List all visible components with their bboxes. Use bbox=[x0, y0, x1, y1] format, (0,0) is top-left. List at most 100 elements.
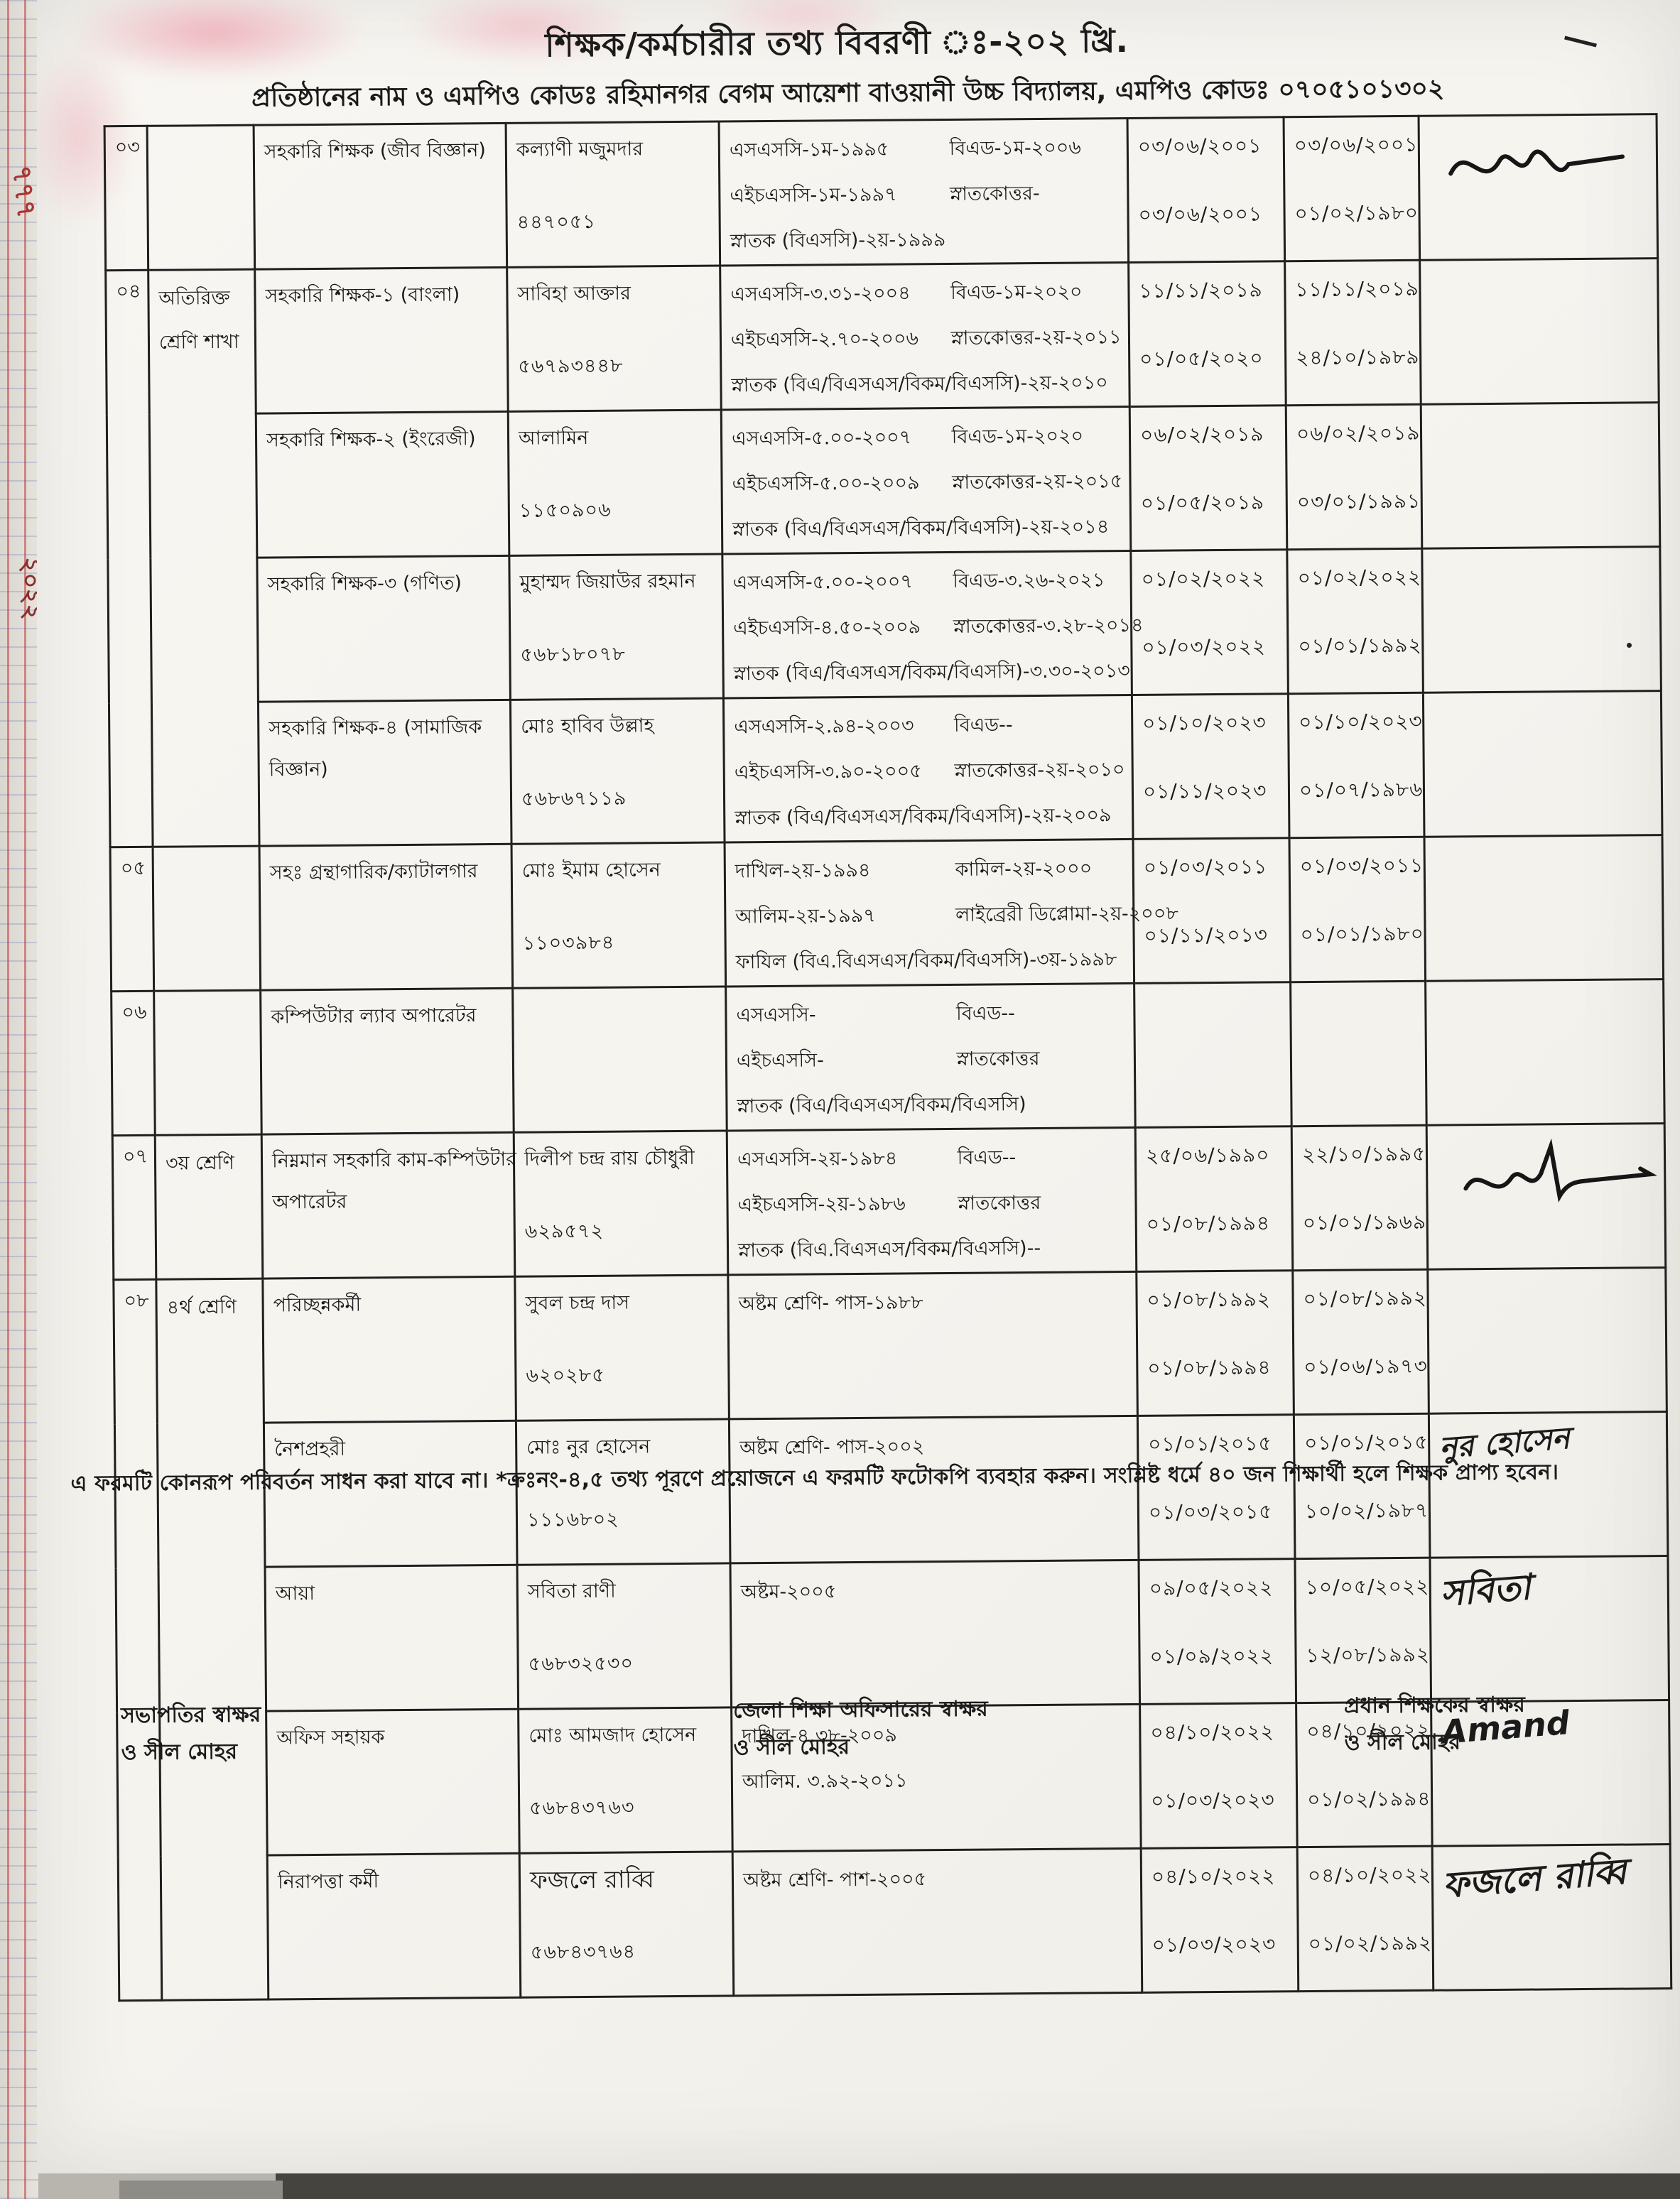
index-number: ৫৬৮৪৩৭৬৪ bbox=[530, 1940, 636, 1964]
employee-name: দিলীপ চন্দ্র রায় চৌধুরী bbox=[524, 1146, 695, 1171]
education-entry: এসএসসি-৫.০০-২০০৭ bbox=[732, 570, 914, 594]
signature-handwriting: ফজলে রাব্বি bbox=[1441, 1850, 1628, 1906]
date-value: ০১/০৫/২০১৯ bbox=[1140, 490, 1265, 515]
date-col-1-cell: ০৯/০৫/২০২২ ০১/০৯/২০২২ bbox=[1138, 1558, 1296, 1705]
date-value: ০১/০২/১৯৮০ bbox=[1294, 200, 1419, 226]
education-entry bbox=[955, 937, 1129, 984]
date-col-2-cell: ০১/০৩/২০১১ ০১/০১/১৯৮০ bbox=[1289, 837, 1426, 982]
education-entry: এসএসসি-২.৯৪-২০০৩ bbox=[734, 715, 914, 739]
education-entry: স্নাতকোত্তর bbox=[958, 1191, 1041, 1215]
education-entry bbox=[963, 1855, 1136, 1902]
date-col-1-cell: ১১/১১/২০১৯ ০১/০৫/২০২০ bbox=[1128, 261, 1286, 407]
employee-name: সাবিহা আক্তার bbox=[517, 282, 631, 305]
education-entry: দাখিল-২য়-১৯৯৪ bbox=[735, 859, 871, 883]
signature-block-line: ও সীল মোহর bbox=[1344, 1730, 1461, 1756]
education-entry: অষ্টম-২০০৫ bbox=[740, 1580, 837, 1604]
serial-cell: ০৪ bbox=[105, 270, 153, 847]
date-col-2-cell: ০৬/০২/২০১৯ ০৩/০১/১৯৯১ bbox=[1286, 404, 1422, 550]
date-value: ০১/০১/১৯৯২ bbox=[1298, 633, 1422, 658]
education-entry: স্নাতকোত্তর-২য়-২০১৫ bbox=[952, 470, 1123, 494]
education-entry bbox=[958, 1225, 1131, 1272]
index-number: ৫৬৭৯৩৪৪৮ bbox=[518, 354, 624, 378]
date-value: ০১/০৩/২০১১ bbox=[1143, 854, 1268, 879]
education-entry: বিএড-১ম-২০০৬ bbox=[949, 136, 1082, 160]
date-value: ০৬/০২/২০১৯ bbox=[1296, 420, 1421, 446]
signature-block-line: জেলা শিক্ষা অফিসারের স্বাক্ষর bbox=[732, 1696, 988, 1724]
designation: নিরাপত্তা কর্মী bbox=[277, 1870, 379, 1894]
education-entry: লাইব্রেরী ডিপ্লোমা-২য়-২০০৮ bbox=[955, 902, 1178, 926]
education-entry bbox=[957, 1081, 1130, 1128]
education-entry: স্নাতকোত্তর bbox=[956, 1047, 1040, 1070]
employee-name: মুহাম্মদ জিয়াউর রহমান bbox=[519, 570, 696, 594]
date-value: ০১/০২/১৯৯২ bbox=[1308, 1931, 1433, 1956]
index-number: ৬২৯৫৭২ bbox=[524, 1220, 605, 1243]
designation-cell: পরিচ্ছন্নকর্মী bbox=[262, 1276, 516, 1423]
index-number: ৪৪৭০৫১ bbox=[516, 210, 596, 234]
education-cell: এসএসসি-২য়-১৯৮৪ বিএড-- এইচএসসি-২য়-১৯৮৬ স্… bbox=[727, 1127, 1137, 1275]
date-col-1-cell: ২৫/০৬/১৯৯০ ০১/০৮/১৯৯৪ bbox=[1135, 1126, 1293, 1272]
employee-name: সবিতা রাণী bbox=[527, 1580, 616, 1603]
name-cell: ফজলে রাব্বি ৫৬৮৪৩৭৬৪ bbox=[519, 1851, 734, 1998]
designation: সহঃ গ্রন্থাগারিক/ক্যাটালগার bbox=[269, 860, 478, 884]
employee-name: মোঃ হাবিব উল্লাহ bbox=[521, 715, 654, 738]
name-cell: মোঃ ইমাম হোসেন ১১০৩৯৮৪ bbox=[511, 842, 726, 989]
date-value: ২৪/১০/১৯৮৯ bbox=[1296, 344, 1420, 370]
designation-cell: নিম্নমান সহকারি কাম-কম্পিউটার অপারেটর bbox=[261, 1132, 516, 1279]
table-row: ০৩ সহকারি শিক্ষক (জীব বিজ্ঞান) কল্যাণী ম… bbox=[104, 114, 1658, 271]
education-entry: এইচএসসি-২.৭০-২০০৬ bbox=[730, 327, 919, 352]
education-entry: এইচএসসি- bbox=[736, 1049, 824, 1073]
name-cell: সাবিহা আক্তার ৫৬৭৯৩৪৪৮ bbox=[506, 265, 722, 412]
signature-scribble bbox=[1448, 149, 1625, 176]
scanner-bed-strip bbox=[276, 2171, 1680, 2199]
date-value: ০৩/০৬/২০০১ bbox=[1294, 132, 1419, 158]
education-cell: দাখিল-২য়-১৯৯৪ কামিল-২য়-২০০০ আলিম-২য়-১৯… bbox=[725, 839, 1178, 987]
date-col-2-cell: ০৩/০৬/২০০১ ০১/০২/১৯৮০ bbox=[1284, 116, 1420, 261]
date-value: ০১/১০/২০২৩ bbox=[1142, 710, 1267, 735]
table-row: ০৪ অতিরিক্ত শ্রেণি শাখা সহকারি শিক্ষক-১ … bbox=[105, 258, 1659, 847]
designation: সহকারি শিক্ষক (জীব বিজ্ঞান) bbox=[264, 139, 487, 163]
education-entry: বিএড-৩.২৬-২০২১ bbox=[953, 569, 1105, 592]
date-value: ১২/০৮/১৯৯২ bbox=[1306, 1642, 1431, 1668]
designation: বিজ্ঞান) bbox=[269, 758, 328, 781]
date-col-1-cell bbox=[1134, 982, 1292, 1128]
education-entry: স্নাতকোত্তর- bbox=[949, 182, 1040, 205]
education-entry: বিএড-১ম-২০২০ bbox=[951, 425, 1084, 448]
designation-cell: সহকারি শিক্ষক (জীব বিজ্ঞান) bbox=[254, 123, 507, 270]
employee-name: সুবল চন্দ্র দাস bbox=[525, 1291, 630, 1315]
group-label: ৪র্থ শ্রেণি bbox=[166, 1296, 237, 1319]
education-cell: অষ্টম-২০০৫ bbox=[730, 1560, 1140, 1707]
date-value: ০১/০৮/১৯৯২ bbox=[1303, 1286, 1428, 1311]
date-value: ০১/০৮/১৯৯৪ bbox=[1147, 1355, 1272, 1380]
date-value: ২৫/০৬/১৯৯০ bbox=[1145, 1143, 1270, 1168]
education-entry: বিএড-১ম-২০২০ bbox=[950, 281, 1083, 304]
education-cell: অষ্টম শ্রেণি- পাশ-২০০৫ bbox=[732, 1848, 1142, 1996]
date-value: ০৬/০২/২০১৯ bbox=[1139, 422, 1264, 447]
table-row: সহকারি শিক্ষক-৪ (সামাজিক বিজ্ঞান) মোঃ হা… bbox=[109, 690, 1662, 847]
signature-handwriting: সবিতা bbox=[1438, 1566, 1532, 1614]
employee-name: ফজলে রাব্বি bbox=[529, 1865, 655, 1895]
designation-cell: কম্পিউটার ল্যাব অপারেটর bbox=[260, 988, 514, 1135]
date-value: ২২/১০/১৯৯৫ bbox=[1301, 1141, 1426, 1167]
name-cell: মুহাম্মদ জিয়াউর রহমান ৫৬৮১৮০৭৮ bbox=[509, 553, 724, 700]
date-value: ০১/০২/২০২২ bbox=[1297, 565, 1422, 590]
name-cell: সুবল চন্দ্র দাস ৬২০২৮৫ bbox=[514, 1274, 730, 1421]
education-cell: এসএসসি-৫.০০-২০০৭ বিএড-৩.২৬-২০২১ এইচএসসি-৪… bbox=[722, 550, 1144, 698]
date-value: ০১/০৩/২০২২ bbox=[1142, 634, 1266, 659]
education-entry: ফাযিল (বিএ.বিএসএস/বিকম/বিএসসি)-৩য়-১৯৯৮ bbox=[735, 948, 1117, 974]
date-value: ০৯/০৫/২০২২ bbox=[1149, 1575, 1274, 1600]
date-value: ০৪/১০/২০২২ bbox=[1151, 1864, 1276, 1889]
education-entry bbox=[950, 216, 1123, 263]
education-entry: এইচএসসি-১ম-১৯৯৭ bbox=[730, 183, 897, 207]
education-entry: এইচএসসি-৩.৯০-২০০৫ bbox=[734, 760, 922, 784]
education-entry: স্নাতক (বিএ/বিএসএস/বিকম/বিএসসি)-২য়-২০১৪ bbox=[732, 516, 1110, 541]
education-entry bbox=[955, 793, 1128, 840]
designation-cell: আয়া bbox=[265, 1565, 519, 1712]
date-value: ০৪/১০/২০২২ bbox=[1307, 1862, 1432, 1888]
signature-cell bbox=[1423, 690, 1662, 837]
index-number: ৫৬৮৪৩৭৬৩ bbox=[529, 1796, 635, 1820]
margin-rule bbox=[7, 0, 9, 2199]
date-value: ০১/০১/১৯৬৯ bbox=[1302, 1210, 1427, 1235]
scanner-bed-strip-light bbox=[119, 2181, 283, 2199]
date-value: ০৩/০১/১৯৯১ bbox=[1296, 489, 1421, 514]
index-number: ১১৫০৯০৬ bbox=[519, 499, 612, 522]
